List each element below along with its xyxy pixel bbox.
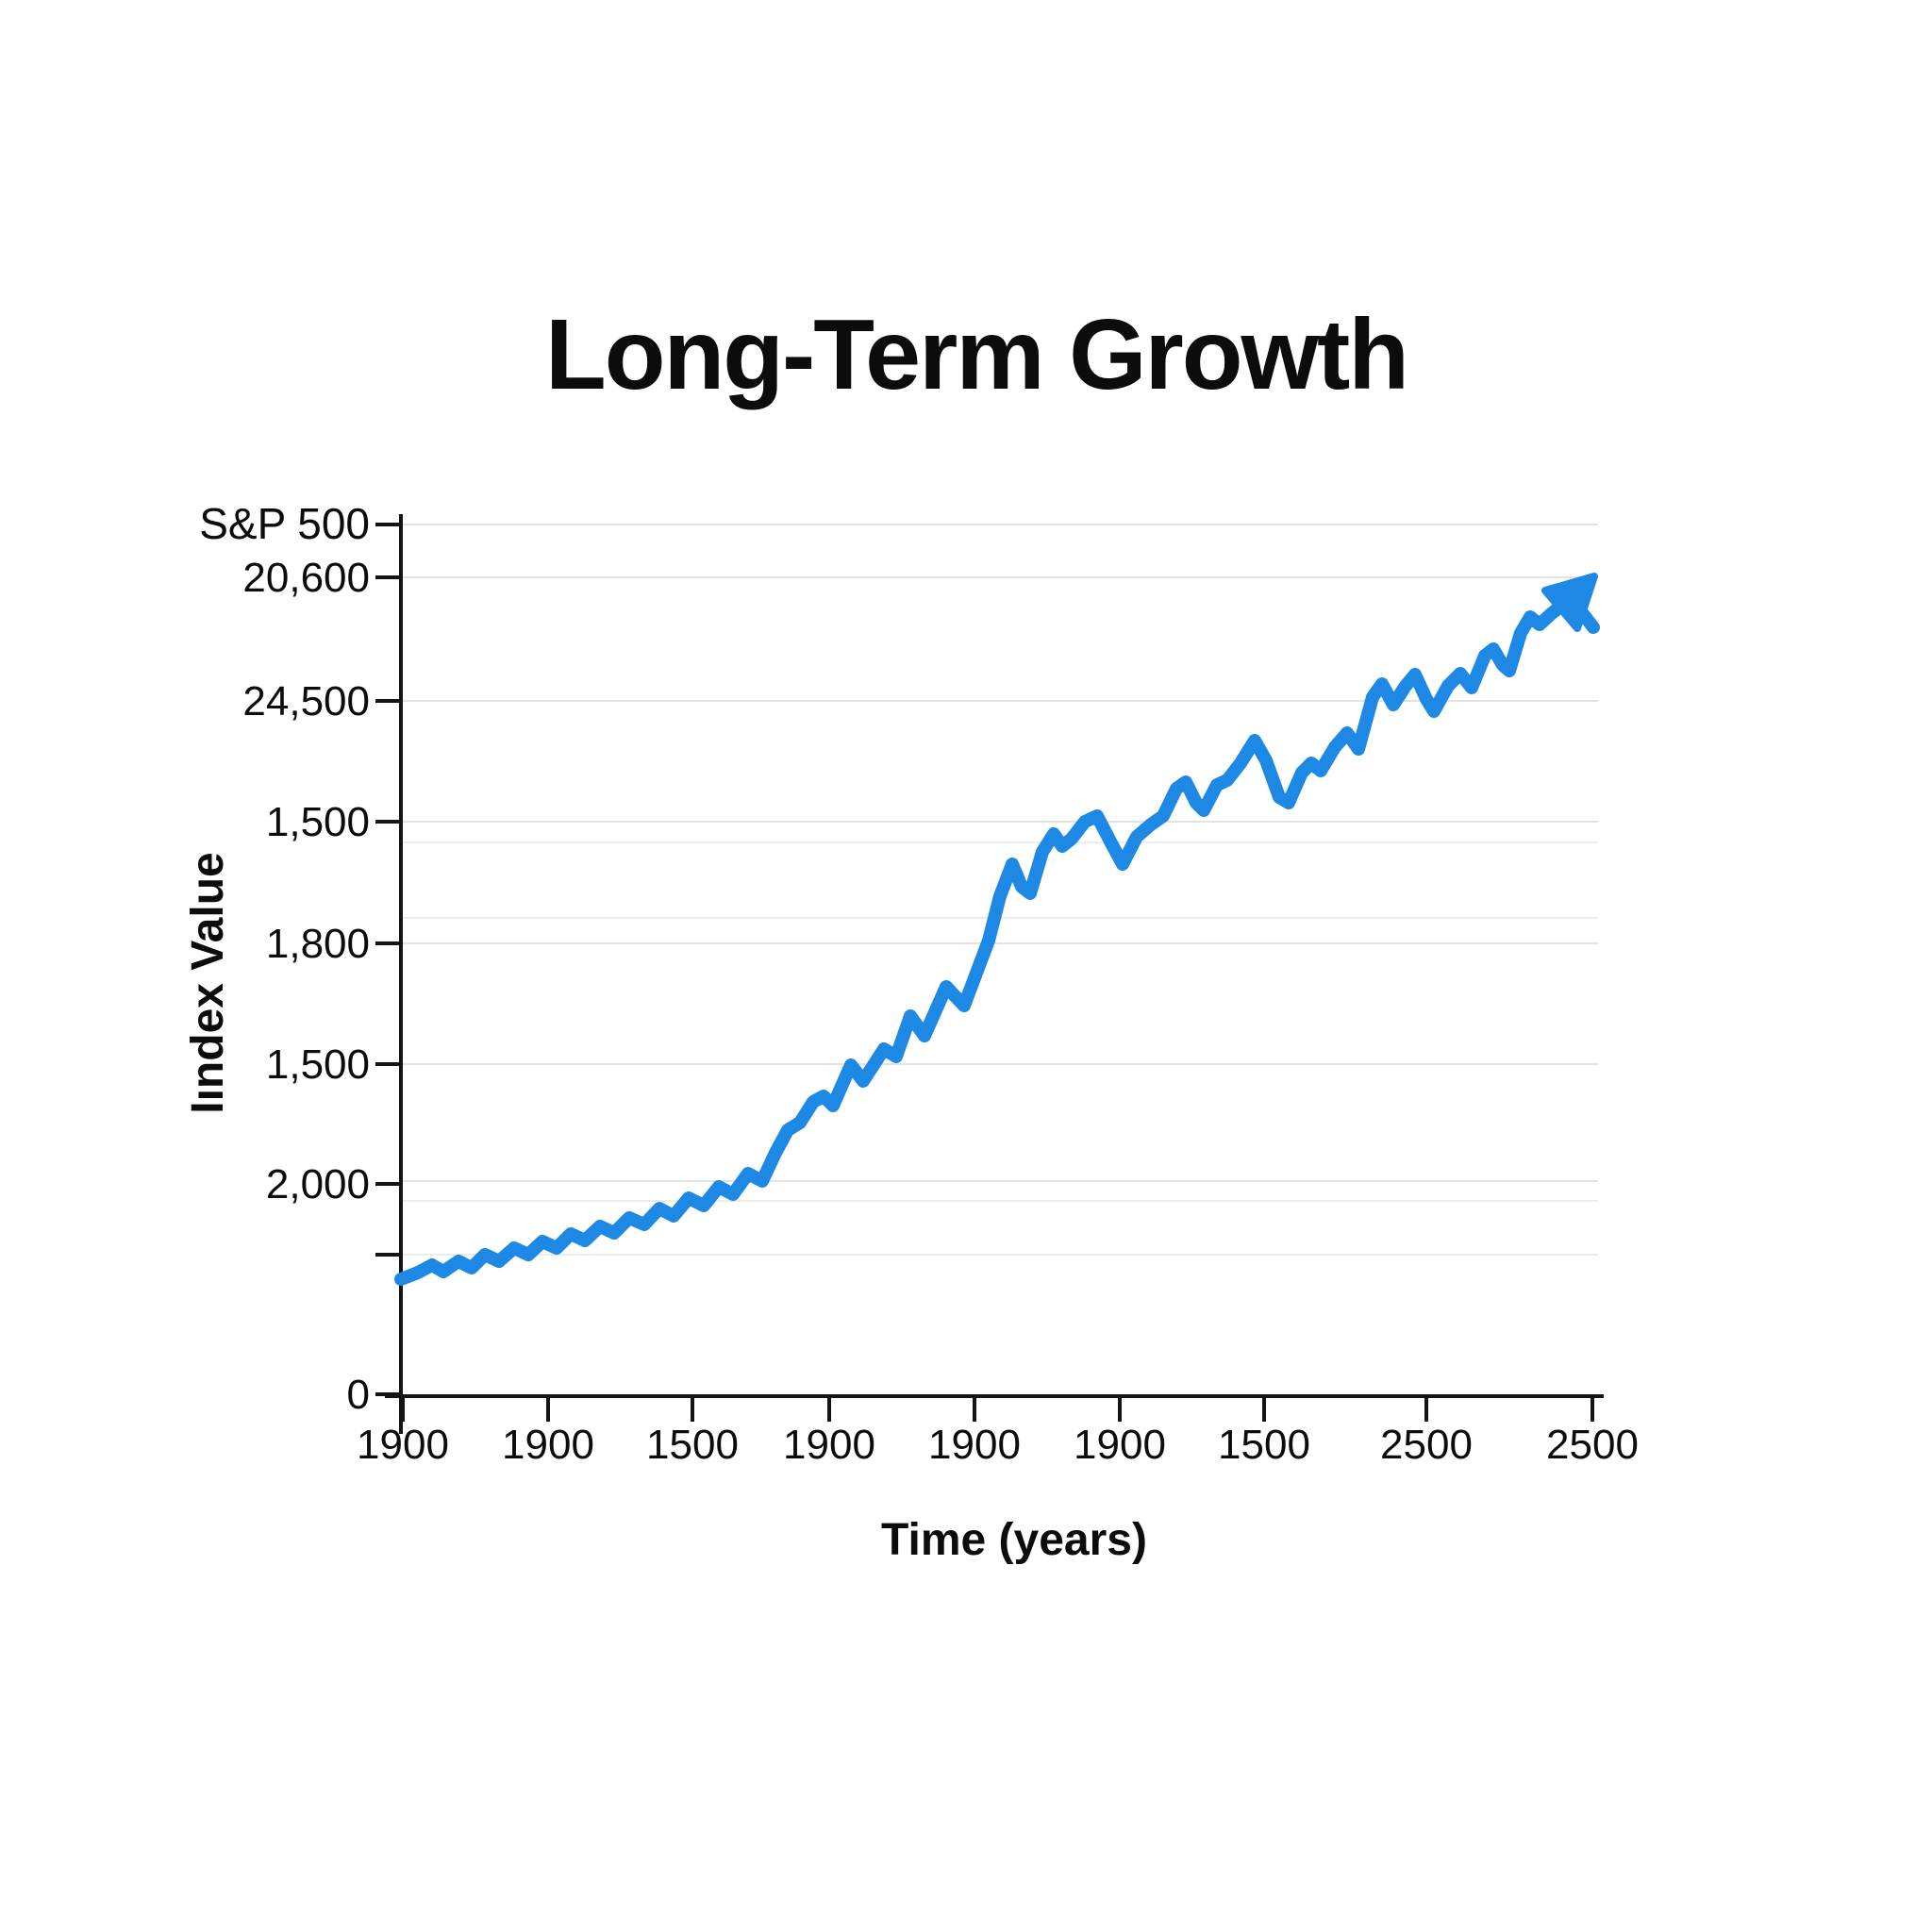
y-tick-label: 2,000 — [266, 1161, 370, 1208]
x-tick-label: 1900 — [928, 1422, 1021, 1468]
x-tick-label: 1900 — [357, 1422, 449, 1468]
y-tick-label: 24,500 — [242, 678, 370, 724]
chart-title: Long-Term Growth — [545, 299, 1407, 410]
trend-arrowhead-icon — [1541, 573, 1598, 632]
y-tick-label: 1,800 — [266, 921, 370, 967]
y-tick-label: 20,600 — [242, 555, 370, 601]
y-axis-ticks — [375, 523, 401, 1396]
y-axis-title: Iındex Value — [183, 852, 233, 1113]
x-tick-label: 1500 — [1218, 1422, 1310, 1468]
x-tick-label: 1900 — [783, 1422, 875, 1468]
axes — [385, 514, 1604, 1434]
x-axis-title: Time (years) — [881, 1515, 1147, 1565]
x-axis-ticks — [401, 1396, 1594, 1422]
y-tick-label: 1,500 — [266, 799, 370, 845]
x-axis-tick-labels: 1900 1900 1500 1900 1900 1900 1500 2500 2500 — [357, 1422, 1639, 1468]
y-tick-label: 1,500 — [266, 1041, 370, 1088]
y-axis-top-label: S&P 500 — [199, 499, 370, 548]
x-tick-label: 1900 — [502, 1422, 594, 1468]
y-axis-tick-labels: 20,600 24,500 1,500 1,800 1,500 2,000 0 — [242, 555, 370, 1418]
x-tick-label: 1900 — [1074, 1422, 1166, 1468]
x-tick-label: 1500 — [646, 1422, 739, 1468]
x-tick-label: 2500 — [1546, 1422, 1639, 1468]
x-tick-label: 2500 — [1380, 1422, 1473, 1468]
y-tick-label: 0 — [347, 1372, 370, 1418]
series-line — [394, 597, 1600, 1286]
